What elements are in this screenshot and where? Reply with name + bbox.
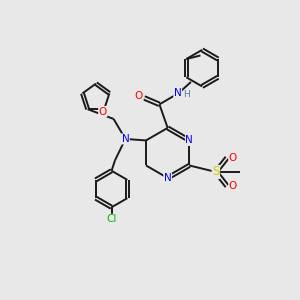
Text: O: O (99, 106, 107, 116)
Text: N: N (122, 134, 129, 144)
Text: N: N (164, 173, 172, 183)
Text: H: H (183, 90, 190, 99)
Text: O: O (135, 92, 143, 101)
Text: N: N (185, 135, 193, 146)
Text: O: O (229, 153, 237, 163)
Text: O: O (229, 181, 237, 191)
Text: S: S (212, 165, 220, 178)
Text: N: N (174, 88, 182, 98)
Text: Cl: Cl (106, 214, 117, 224)
